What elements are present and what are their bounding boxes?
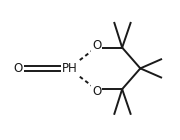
Text: O: O: [14, 62, 23, 75]
Text: O: O: [92, 85, 102, 98]
Text: PH: PH: [62, 62, 77, 75]
Text: O: O: [92, 39, 102, 52]
